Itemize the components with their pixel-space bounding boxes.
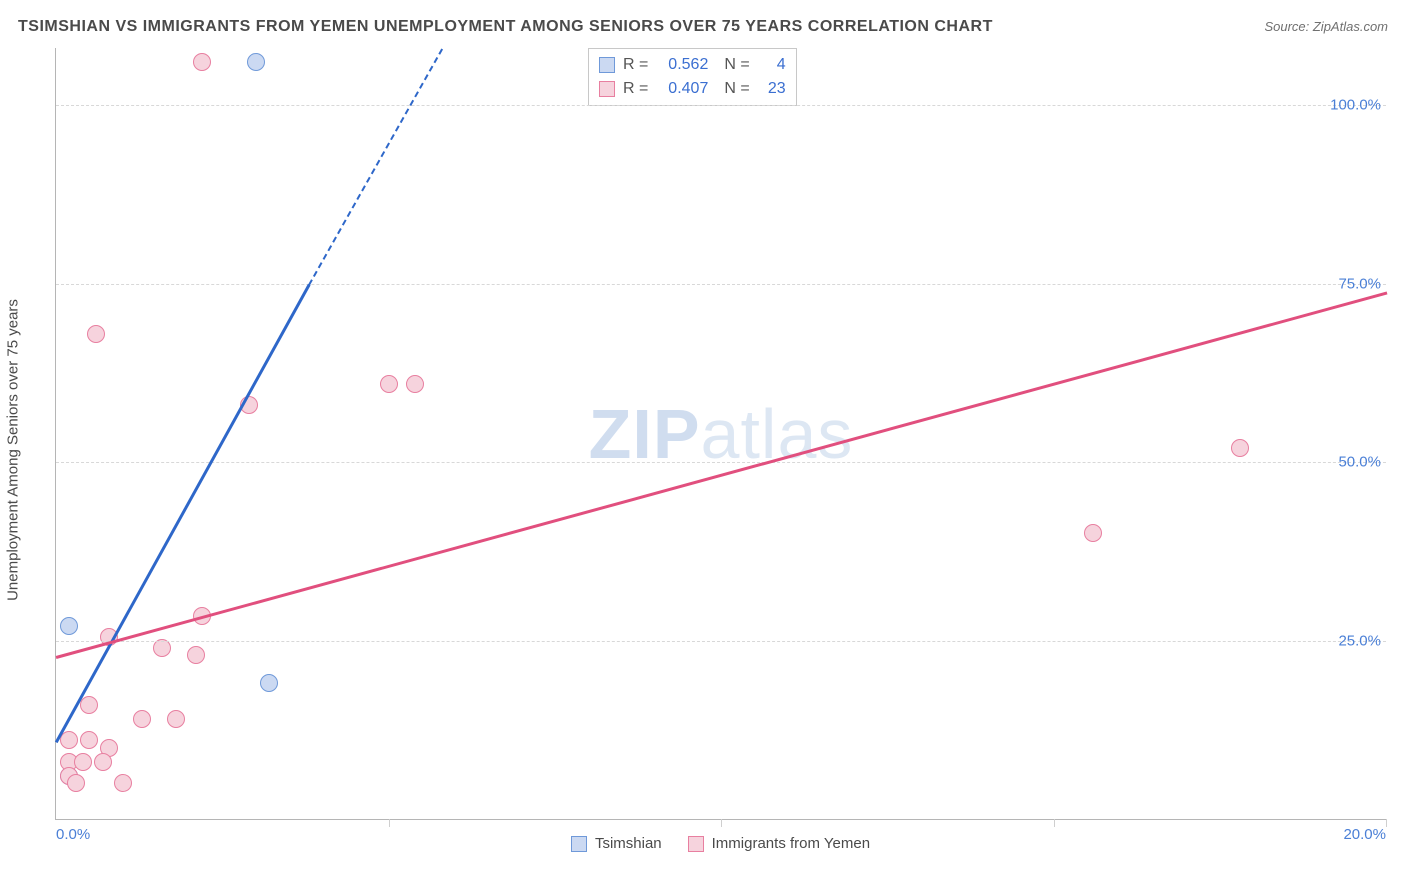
stats-legend-box: R = 0.562 N = 4 R = 0.407 N = 23: [588, 48, 797, 106]
data-point: [406, 375, 424, 393]
bottom-legend: Tsimshian Immigrants from Yemen: [55, 835, 1386, 852]
data-point: [260, 674, 278, 692]
data-point: [193, 53, 211, 71]
grid-tick-v: [389, 819, 390, 827]
data-point: [60, 617, 78, 635]
y-tick-label: 50.0%: [1338, 454, 1381, 471]
stat-r-value: 0.562: [656, 53, 708, 77]
stat-n-label: N =: [724, 53, 749, 77]
stat-n-label: N =: [724, 77, 749, 101]
grid-tick-v: [721, 819, 722, 827]
data-point: [1084, 524, 1102, 542]
grid-line-h: [56, 105, 1386, 106]
y-axis-label: Unemployment Among Seniors over 75 years: [5, 299, 22, 601]
data-point: [1231, 439, 1249, 457]
data-point: [80, 696, 98, 714]
regression-line: [308, 48, 443, 285]
stat-r-value: 0.407: [656, 77, 708, 101]
stats-row: R = 0.562 N = 4: [599, 53, 786, 77]
legend-label: Immigrants from Yemen: [712, 835, 870, 852]
data-point: [94, 753, 112, 771]
plot-area: ZIPatlas R =0.562N =4R =0.407N =23 25.0%…: [55, 48, 1386, 820]
stat-r-label: R =: [623, 77, 648, 101]
source-attribution: Source: ZipAtlas.com: [1264, 19, 1388, 34]
y-tick-label: 100.0%: [1330, 97, 1381, 114]
stat-n-value: 4: [758, 53, 786, 77]
grid-line-h: [56, 284, 1386, 285]
y-tick-label: 25.0%: [1338, 632, 1381, 649]
data-point: [80, 731, 98, 749]
legend-swatch: [571, 836, 587, 852]
stat-n-value: 23: [758, 77, 786, 101]
legend-item: Tsimshian: [571, 835, 662, 852]
data-point: [167, 710, 185, 728]
stat-r-label: R =: [623, 53, 648, 77]
data-point: [247, 53, 265, 71]
grid-line-h: [56, 462, 1386, 463]
data-point: [87, 325, 105, 343]
grid-tick-v: [1386, 819, 1387, 827]
grid-line-h: [56, 641, 1386, 642]
legend-swatch: [688, 836, 704, 852]
data-point: [187, 646, 205, 664]
data-point: [380, 375, 398, 393]
legend-item: Immigrants from Yemen: [688, 835, 870, 852]
data-point: [74, 753, 92, 771]
chart-area: Unemployment Among Seniors over 75 years…: [55, 48, 1386, 852]
legend-swatch: [599, 81, 615, 97]
data-point: [60, 731, 78, 749]
data-point: [133, 710, 151, 728]
regression-line: [56, 291, 1388, 658]
stats-row: R = 0.407 N = 23: [599, 77, 786, 101]
data-point: [67, 774, 85, 792]
data-point: [114, 774, 132, 792]
y-tick-label: 75.0%: [1338, 275, 1381, 292]
legend-swatch: [599, 57, 615, 73]
legend-label: Tsimshian: [595, 835, 662, 852]
chart-title: TSIMSHIAN VS IMMIGRANTS FROM YEMEN UNEMP…: [18, 18, 993, 36]
grid-tick-v: [1054, 819, 1055, 827]
